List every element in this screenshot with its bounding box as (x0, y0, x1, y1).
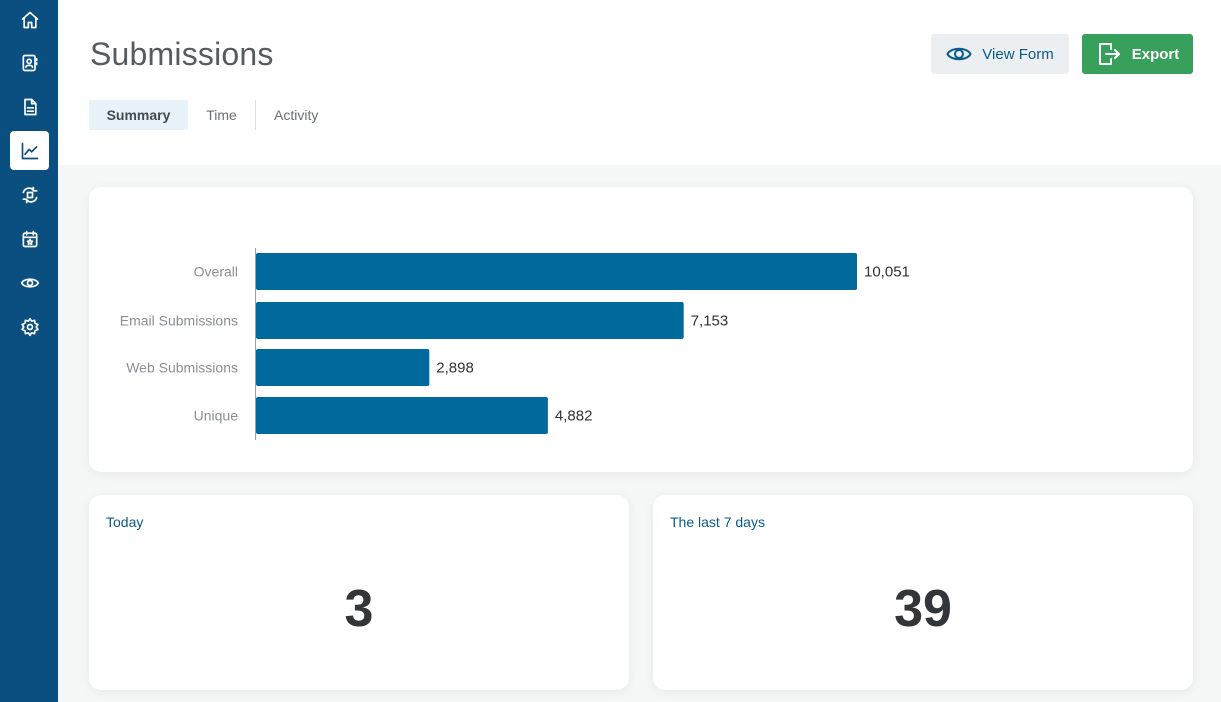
value-label: 7,153 (691, 313, 729, 330)
submissions-chart-card: Overall 10,051 Email Submissions 7,153 Web S… (89, 187, 1193, 472)
last-7-days-value: 39 (894, 580, 952, 638)
today-label: Today (106, 514, 144, 530)
refresh-icon (22, 186, 38, 203)
sidebar-item-preview[interactable] (10, 263, 49, 302)
bar-email-submissions (256, 302, 684, 339)
value-label: 4,882 (555, 408, 593, 425)
view-form-button[interactable]: View Form (931, 34, 1069, 74)
tab-activity[interactable]: Activity (274, 107, 319, 123)
document-icon (23, 98, 37, 115)
view-form-label: View Form (982, 45, 1054, 63)
export-label: Export (1131, 45, 1180, 63)
sidebar-item-events[interactable] (10, 219, 49, 258)
sidebar-item-contacts[interactable] (10, 43, 49, 82)
category-label: Web Submissions (126, 360, 238, 376)
bar-web-submissions (256, 349, 430, 386)
eye-icon (20, 277, 39, 288)
today-value: 3 (344, 580, 374, 638)
sidebar-item-home[interactable] (10, 0, 49, 39)
value-label: 2,898 (436, 360, 474, 377)
home-icon (21, 11, 38, 28)
page-header: Submissions View Form Export Summary Tim… (58, 0, 1221, 165)
eye-icon (946, 47, 972, 61)
category-label: Email Submissions (120, 313, 238, 329)
last-7-days-label: The last 7 days (670, 514, 765, 530)
submissions-bar-chart: Overall 10,051 Email Submissions 7,153 Web S… (120, 248, 910, 440)
bar-unique (256, 397, 548, 434)
value-label: 10,051 (864, 264, 910, 281)
tab-bar: Summary Time Activity (89, 100, 318, 130)
sidebar-item-analytics[interactable] (10, 131, 49, 170)
sidebar-item-documents[interactable] (10, 87, 49, 126)
category-label: Overall (194, 264, 238, 280)
export-button[interactable]: Export (1082, 34, 1193, 74)
tab-time[interactable]: Time (188, 100, 256, 130)
sidebar (0, 0, 58, 702)
today-stat-card: Today 3 (89, 495, 629, 690)
tab-summary[interactable]: Summary (89, 100, 188, 130)
last-7-days-stat-card: The last 7 days 39 (653, 495, 1193, 690)
sidebar-item-sync[interactable] (10, 175, 49, 214)
contacts-icon (22, 54, 38, 71)
gear-icon (20, 317, 39, 336)
category-label: Unique (194, 408, 239, 424)
chart-line-icon (21, 142, 38, 159)
sidebar-item-settings[interactable] (10, 307, 49, 346)
page-title: Submissions (90, 36, 274, 72)
calendar-icon (22, 230, 38, 247)
export-icon (1098, 43, 1120, 65)
bar-overall (256, 253, 857, 290)
